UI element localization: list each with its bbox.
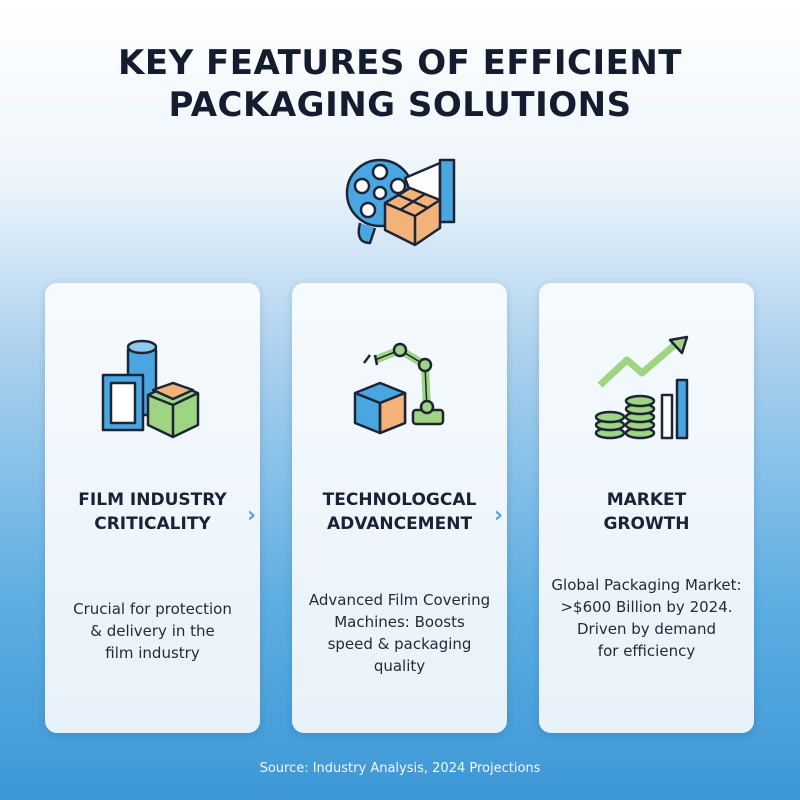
card-description: Crucial for protection & delivery in the f… — [73, 600, 232, 662]
robotic-arm-box-icon — [353, 342, 444, 435]
film-roll-box-icon — [101, 339, 199, 439]
feature-card-market-growth: MARKET GROWTH Global Packaging Market: >$6… — [539, 283, 754, 733]
source-note: Source: Industry Analysis, 2024 Projecti… — [259, 761, 541, 776]
feature-card-film-industry: FILM INDUSTRY CRITICALITY Crucial for pro… — [45, 283, 260, 733]
chevron-right-icon: › — [494, 503, 504, 528]
card-title: TECHNOLOGCAL ADVANCEMENT — [322, 490, 477, 534]
coins-growth-chart-icon — [594, 335, 688, 440]
chevron-right-icon: › — [247, 503, 257, 528]
card-description: Global Packaging Market: >$600 Billion by… — [551, 576, 742, 660]
card-title: MARKET GROWTH — [603, 490, 690, 534]
page-title: KEY FEATURES OF EFFICIENT PACKAGING SOLU… — [0, 42, 800, 126]
feature-card-technology: TECHNOLOGCAL ADVANCEMENT Advanced Film Co… — [292, 283, 507, 733]
card-description: Advanced Film Covering Machines: Boosts sp… — [308, 591, 491, 675]
card-title: FILM INDUSTRY CRITICALITY — [78, 490, 227, 534]
film-reel-box-icon — [345, 158, 456, 247]
title-line-1: KEY FEATURES OF EFFICIENT — [118, 43, 682, 83]
title-line-2: PACKAGING SOLUTIONS — [168, 85, 632, 125]
